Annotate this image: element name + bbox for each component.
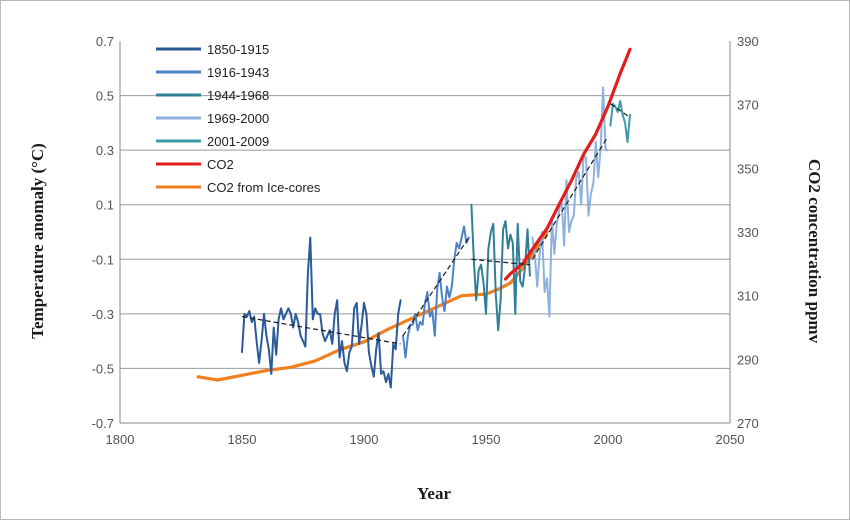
legend-label: 1916-1943 <box>207 65 269 80</box>
legend: 1850-1915 1916-1943 1944-1968 1969-2000 2001… <box>156 42 321 195</box>
trend-line <box>531 136 609 260</box>
legend-label: CO2 <box>207 157 234 172</box>
y-tick-label: -0.5 <box>92 361 114 376</box>
axes <box>119 41 731 424</box>
y2-tick-label: 350 <box>737 161 759 176</box>
series-line-1944-1968 <box>470 203 531 332</box>
y-tick-label: 0.7 <box>96 34 114 49</box>
y2-tick-label: 270 <box>737 416 759 431</box>
legend-label: 1850-1915 <box>207 42 269 57</box>
series-line-2001-2009 <box>609 100 631 143</box>
legend-label: 2001-2009 <box>207 134 269 149</box>
y2-tick-label: 310 <box>737 289 759 304</box>
y2-tick-label: 290 <box>737 352 759 367</box>
x-tick-label: 1950 <box>472 432 501 447</box>
x-tick-label: 2000 <box>594 432 623 447</box>
trend-line <box>610 103 631 118</box>
trend-line <box>471 258 530 266</box>
y2-tick-label: 390 <box>737 34 759 49</box>
x-tick-label: 2050 <box>716 432 745 447</box>
y2-axis-title: CO2 concentration ppmv <box>805 159 824 344</box>
x-tick-label: 1900 <box>350 432 379 447</box>
y-tick-label: -0.3 <box>92 307 114 322</box>
plot-area <box>196 47 632 389</box>
y-tick-label: 0.1 <box>96 198 114 213</box>
legend-label: CO2 from Ice-cores <box>207 180 321 195</box>
series-line-1850-1915 <box>241 236 402 389</box>
y-tick-label: 0.3 <box>96 143 114 158</box>
trend-line <box>402 237 470 337</box>
y2-tick-label: 370 <box>737 98 759 113</box>
y2-tick-labels: 390 370 350 330 310 290 270 <box>737 34 759 431</box>
legend-label: 1944-1968 <box>207 88 269 103</box>
y-tick-label: -0.7 <box>92 416 114 431</box>
x-tick-labels: 1800 1850 1900 1950 2000 2050 <box>106 432 745 447</box>
x-tick-label: 1800 <box>106 432 135 447</box>
y-tick-label: -0.1 <box>92 252 114 267</box>
series-line-1969-2000 <box>531 86 609 318</box>
y2-tick-label: 330 <box>737 225 759 240</box>
series-line-co2-from-ice-cores <box>196 230 549 382</box>
series-line-1916-1943 <box>402 225 470 359</box>
y-axis-title: Temperature anomaly (°C) <box>28 143 47 339</box>
legend-label: 1969-2000 <box>207 111 269 126</box>
y-tick-labels: 0.7 0.5 0.3 0.1 -0.1 -0.3 -0.5 -0.7 <box>92 34 114 431</box>
y-tick-label: 0.5 <box>96 89 114 104</box>
x-axis-title: Year <box>417 484 451 503</box>
series-line-co2 <box>503 47 632 281</box>
trend-line <box>241 315 401 345</box>
x-tick-label: 1850 <box>228 432 257 447</box>
